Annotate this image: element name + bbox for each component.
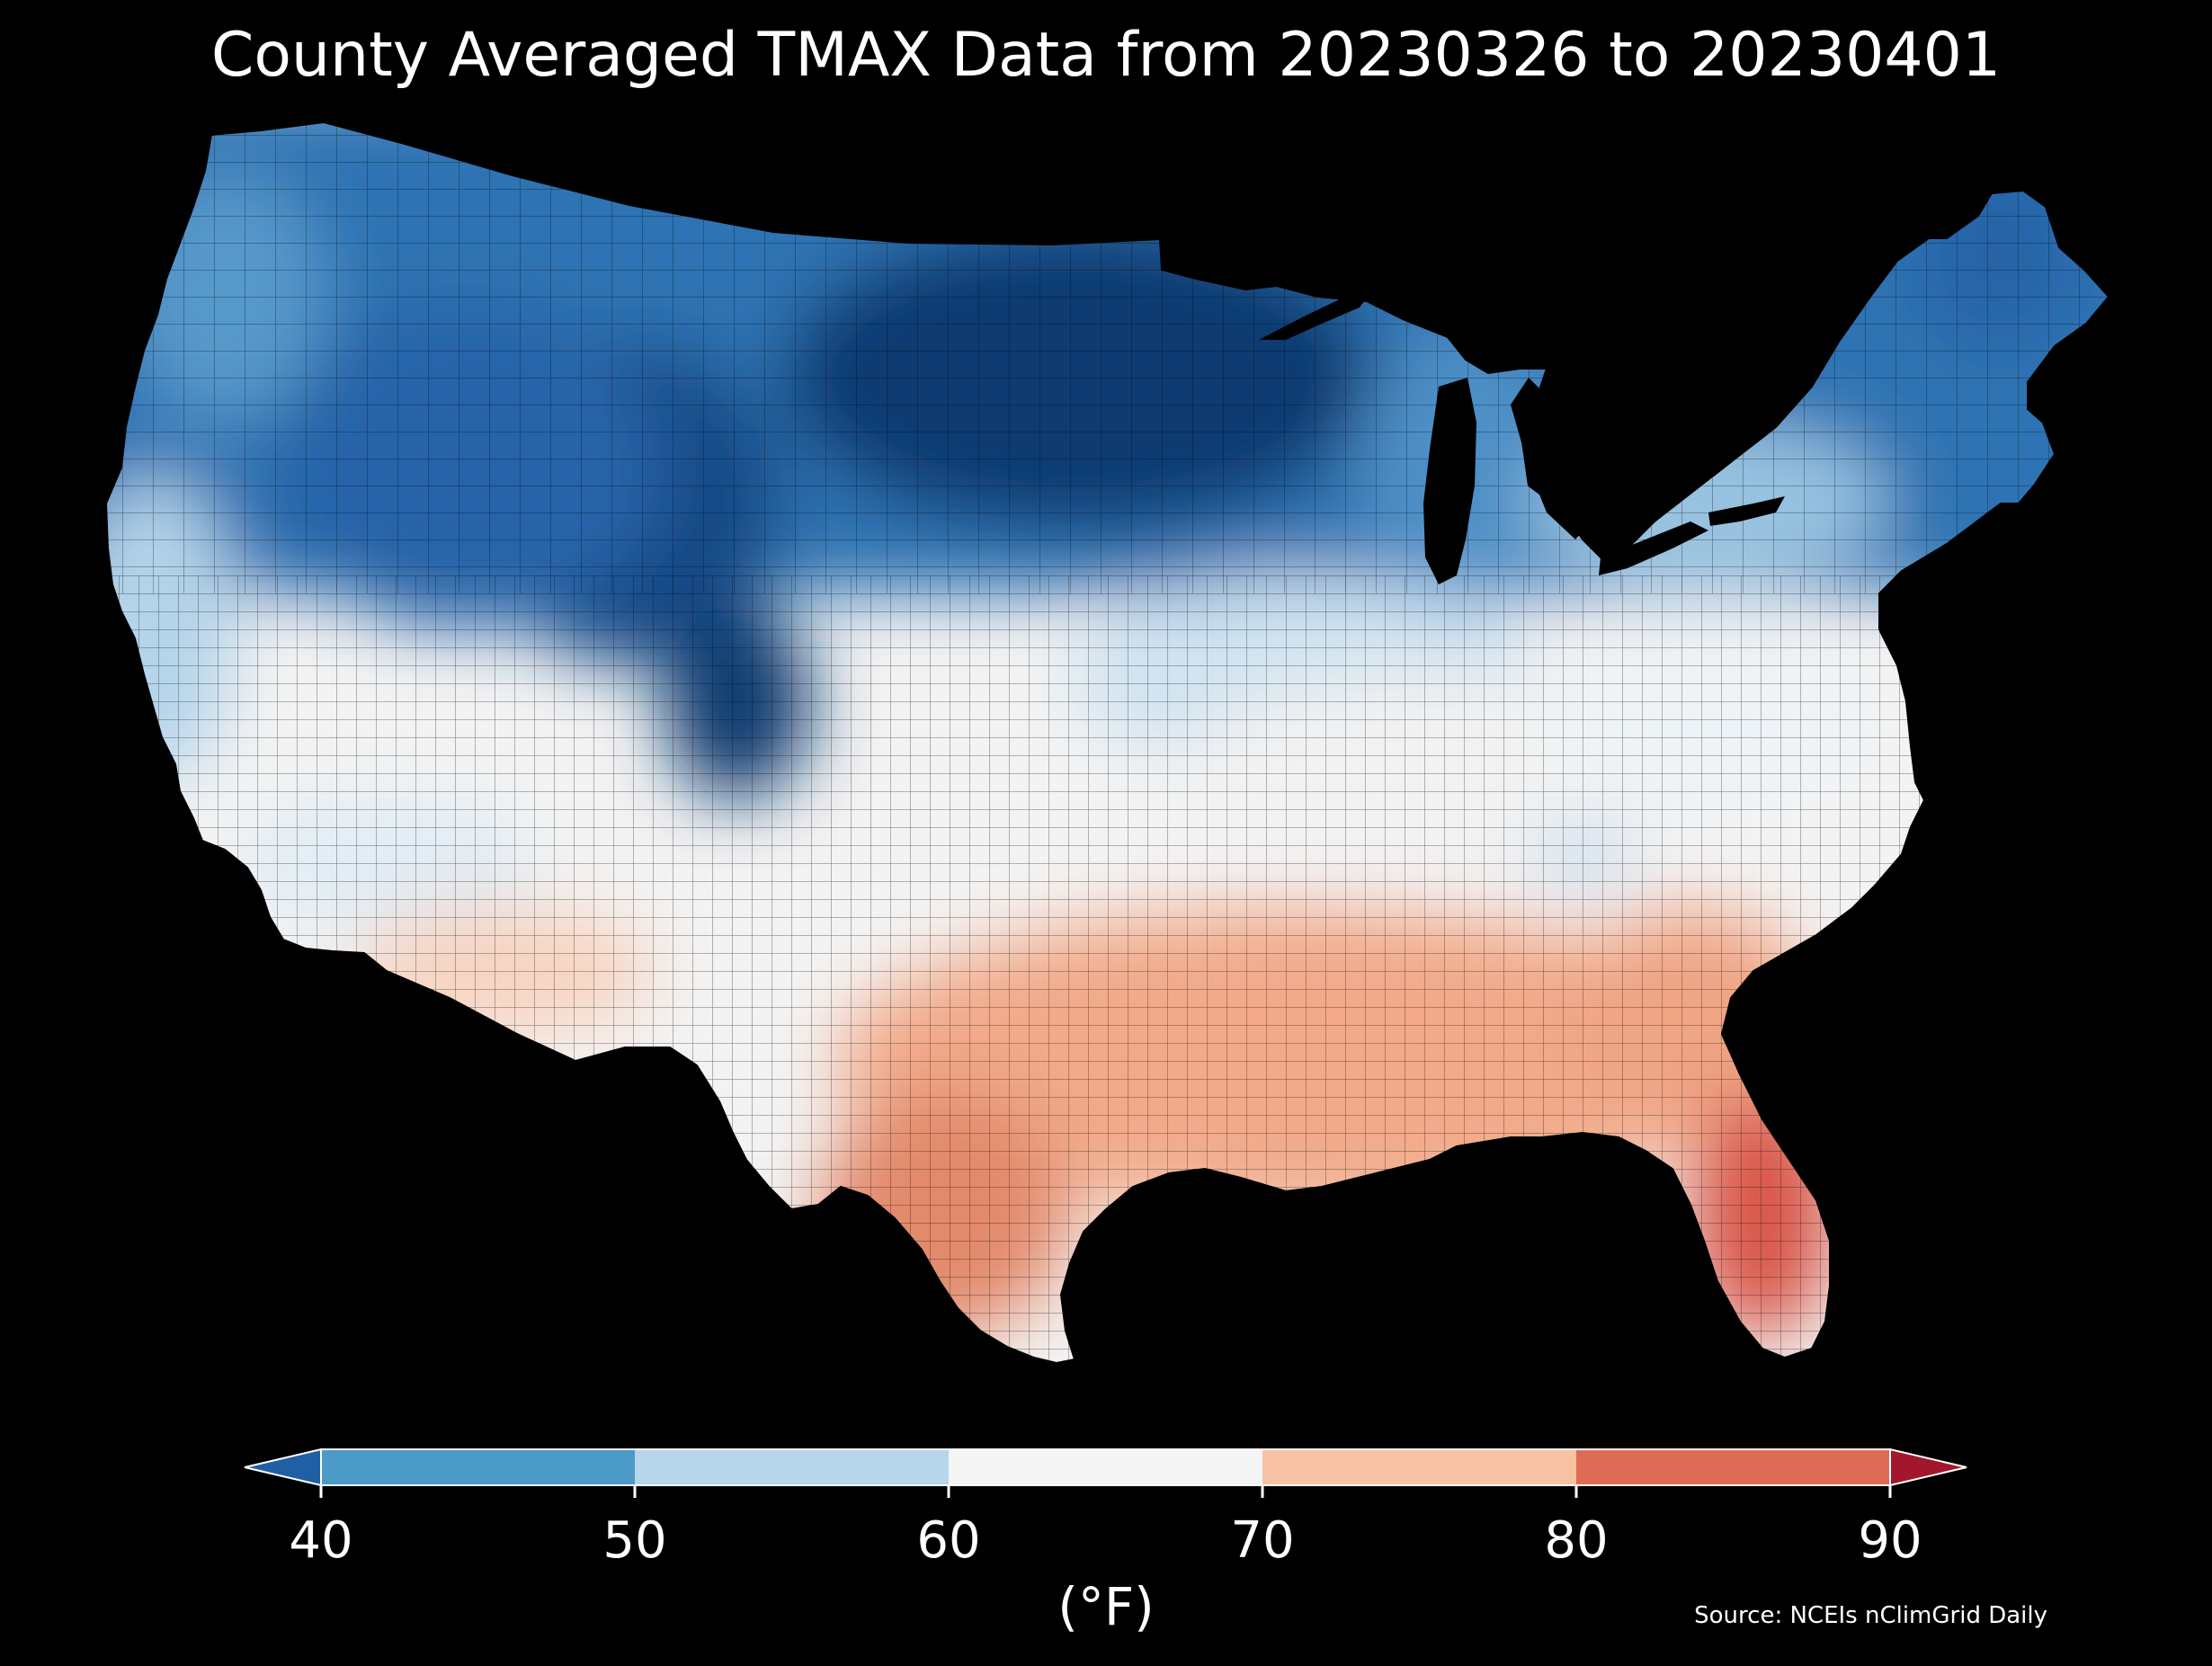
great-lakes [1259, 286, 1785, 584]
colorbar-bin [1262, 1449, 1576, 1485]
colorbar-tick-label: 50 [602, 1511, 667, 1570]
colorbar-bin [1576, 1449, 1890, 1485]
map-title: County Averaged TMAX Data from 20230326 … [210, 20, 2002, 91]
colorbar-tick-label: 70 [1230, 1511, 1295, 1570]
colorbar-tick-label: 80 [1544, 1511, 1609, 1570]
colorbar-extend-low [244, 1448, 322, 1487]
source-note: Source: NCEIs nClimGrid Daily [1694, 1602, 2047, 1629]
colorbar-extend-high [1889, 1448, 1967, 1487]
colorbar-tick-label: 90 [1858, 1511, 1922, 1570]
colorbar-unit-label: (°F) [1057, 1576, 1155, 1637]
colorbar-tick-label: 60 [916, 1511, 981, 1570]
colorbar-bin [949, 1449, 1262, 1485]
colorbar-bin [321, 1449, 635, 1485]
colorbar-bin [635, 1449, 949, 1485]
colorbar-tick-label: 40 [289, 1511, 353, 1570]
